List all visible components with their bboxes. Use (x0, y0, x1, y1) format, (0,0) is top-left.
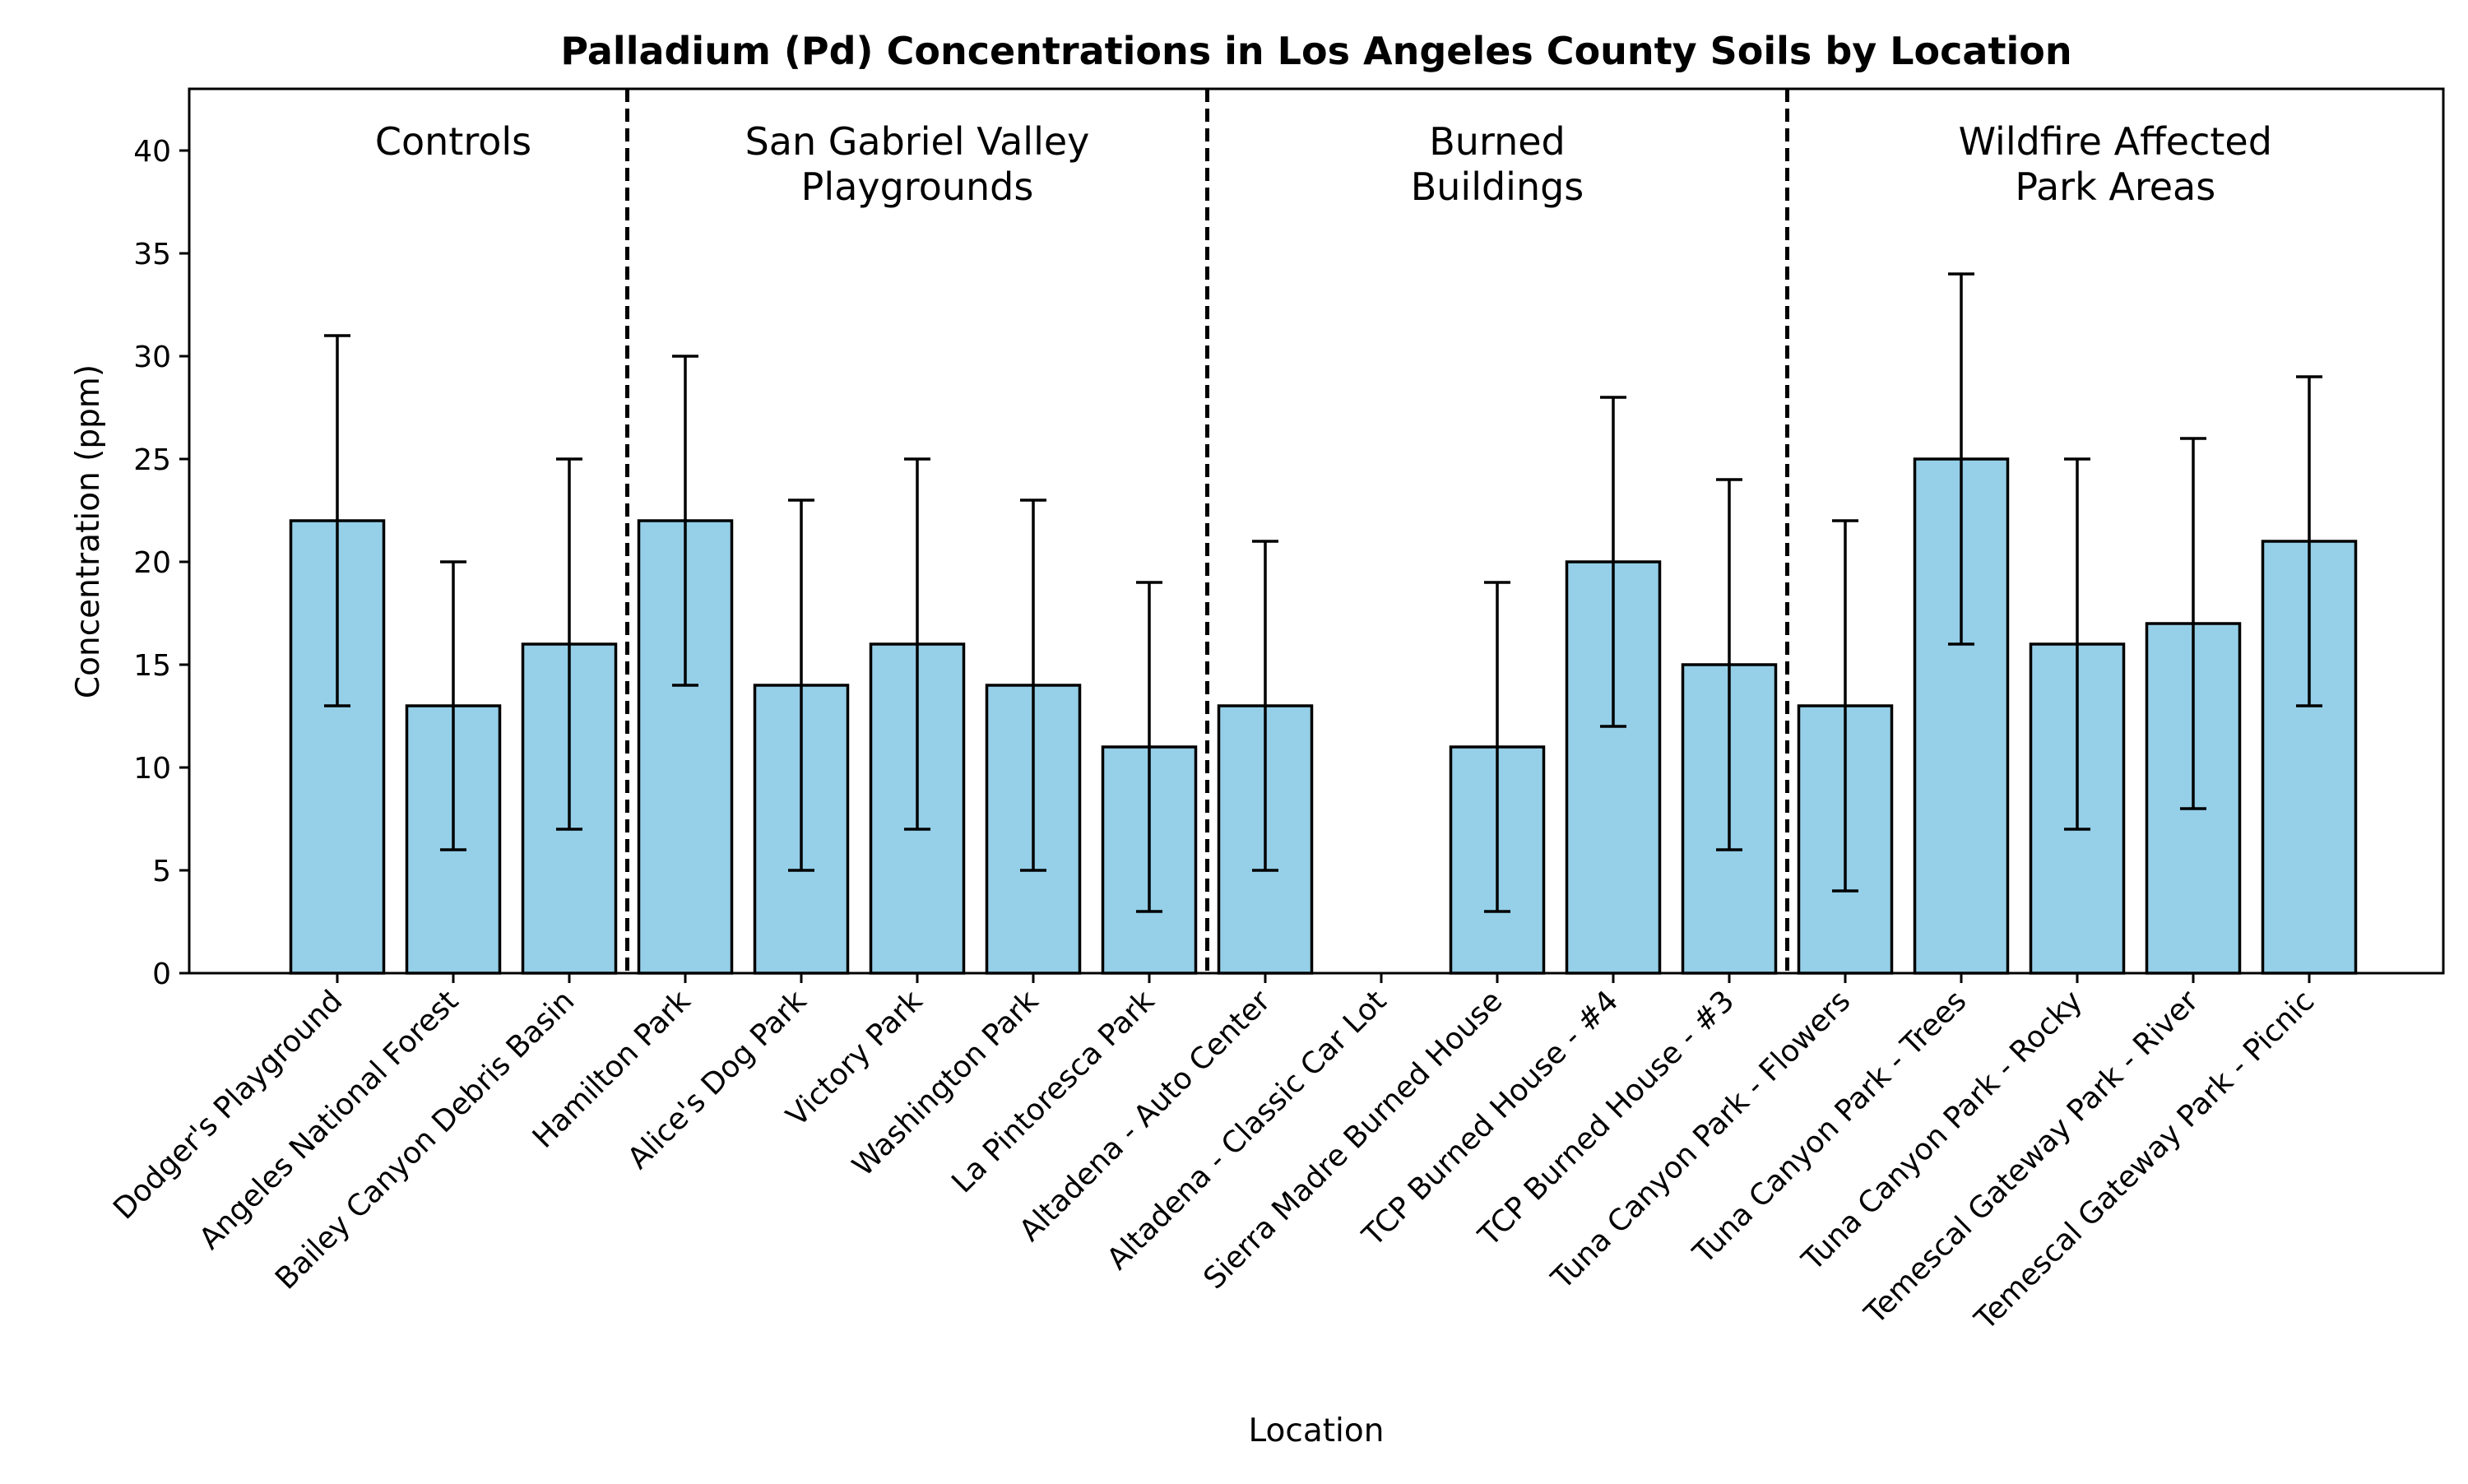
group-label: Wildfire Affected (1959, 119, 2272, 164)
y-tick-label: 5 (152, 855, 171, 888)
y-tick-label: 40 (133, 135, 171, 169)
x-axis-label: Location (1249, 1412, 1385, 1449)
y-tick-label: 10 (133, 752, 171, 786)
group-label: Controls (375, 119, 531, 164)
group-label: San Gabriel Valley (745, 119, 1090, 164)
y-axis-label: Concentration (ppm) (70, 364, 107, 698)
x-tick-label: La Pintoresca Park (945, 984, 1161, 1199)
y-tick-label: 15 (133, 649, 171, 683)
y-tick-label: 20 (133, 546, 171, 580)
x-tick-label: Dodger's Playground (107, 984, 349, 1226)
y-tick-label: 0 (152, 958, 171, 991)
y-tick-label: 30 (133, 341, 171, 374)
group-label: Burned (1429, 119, 1565, 164)
y-tick-label: 25 (133, 443, 171, 477)
group-label: Buildings (1411, 165, 1584, 209)
group-label: Park Areas (2015, 165, 2215, 209)
y-tick-label: 35 (133, 238, 171, 271)
chart-title: Palladium (Pd) Concentrations in Los Ang… (560, 29, 2071, 73)
plot-frame (188, 87, 2445, 975)
group-label: Playgrounds (801, 165, 1034, 209)
